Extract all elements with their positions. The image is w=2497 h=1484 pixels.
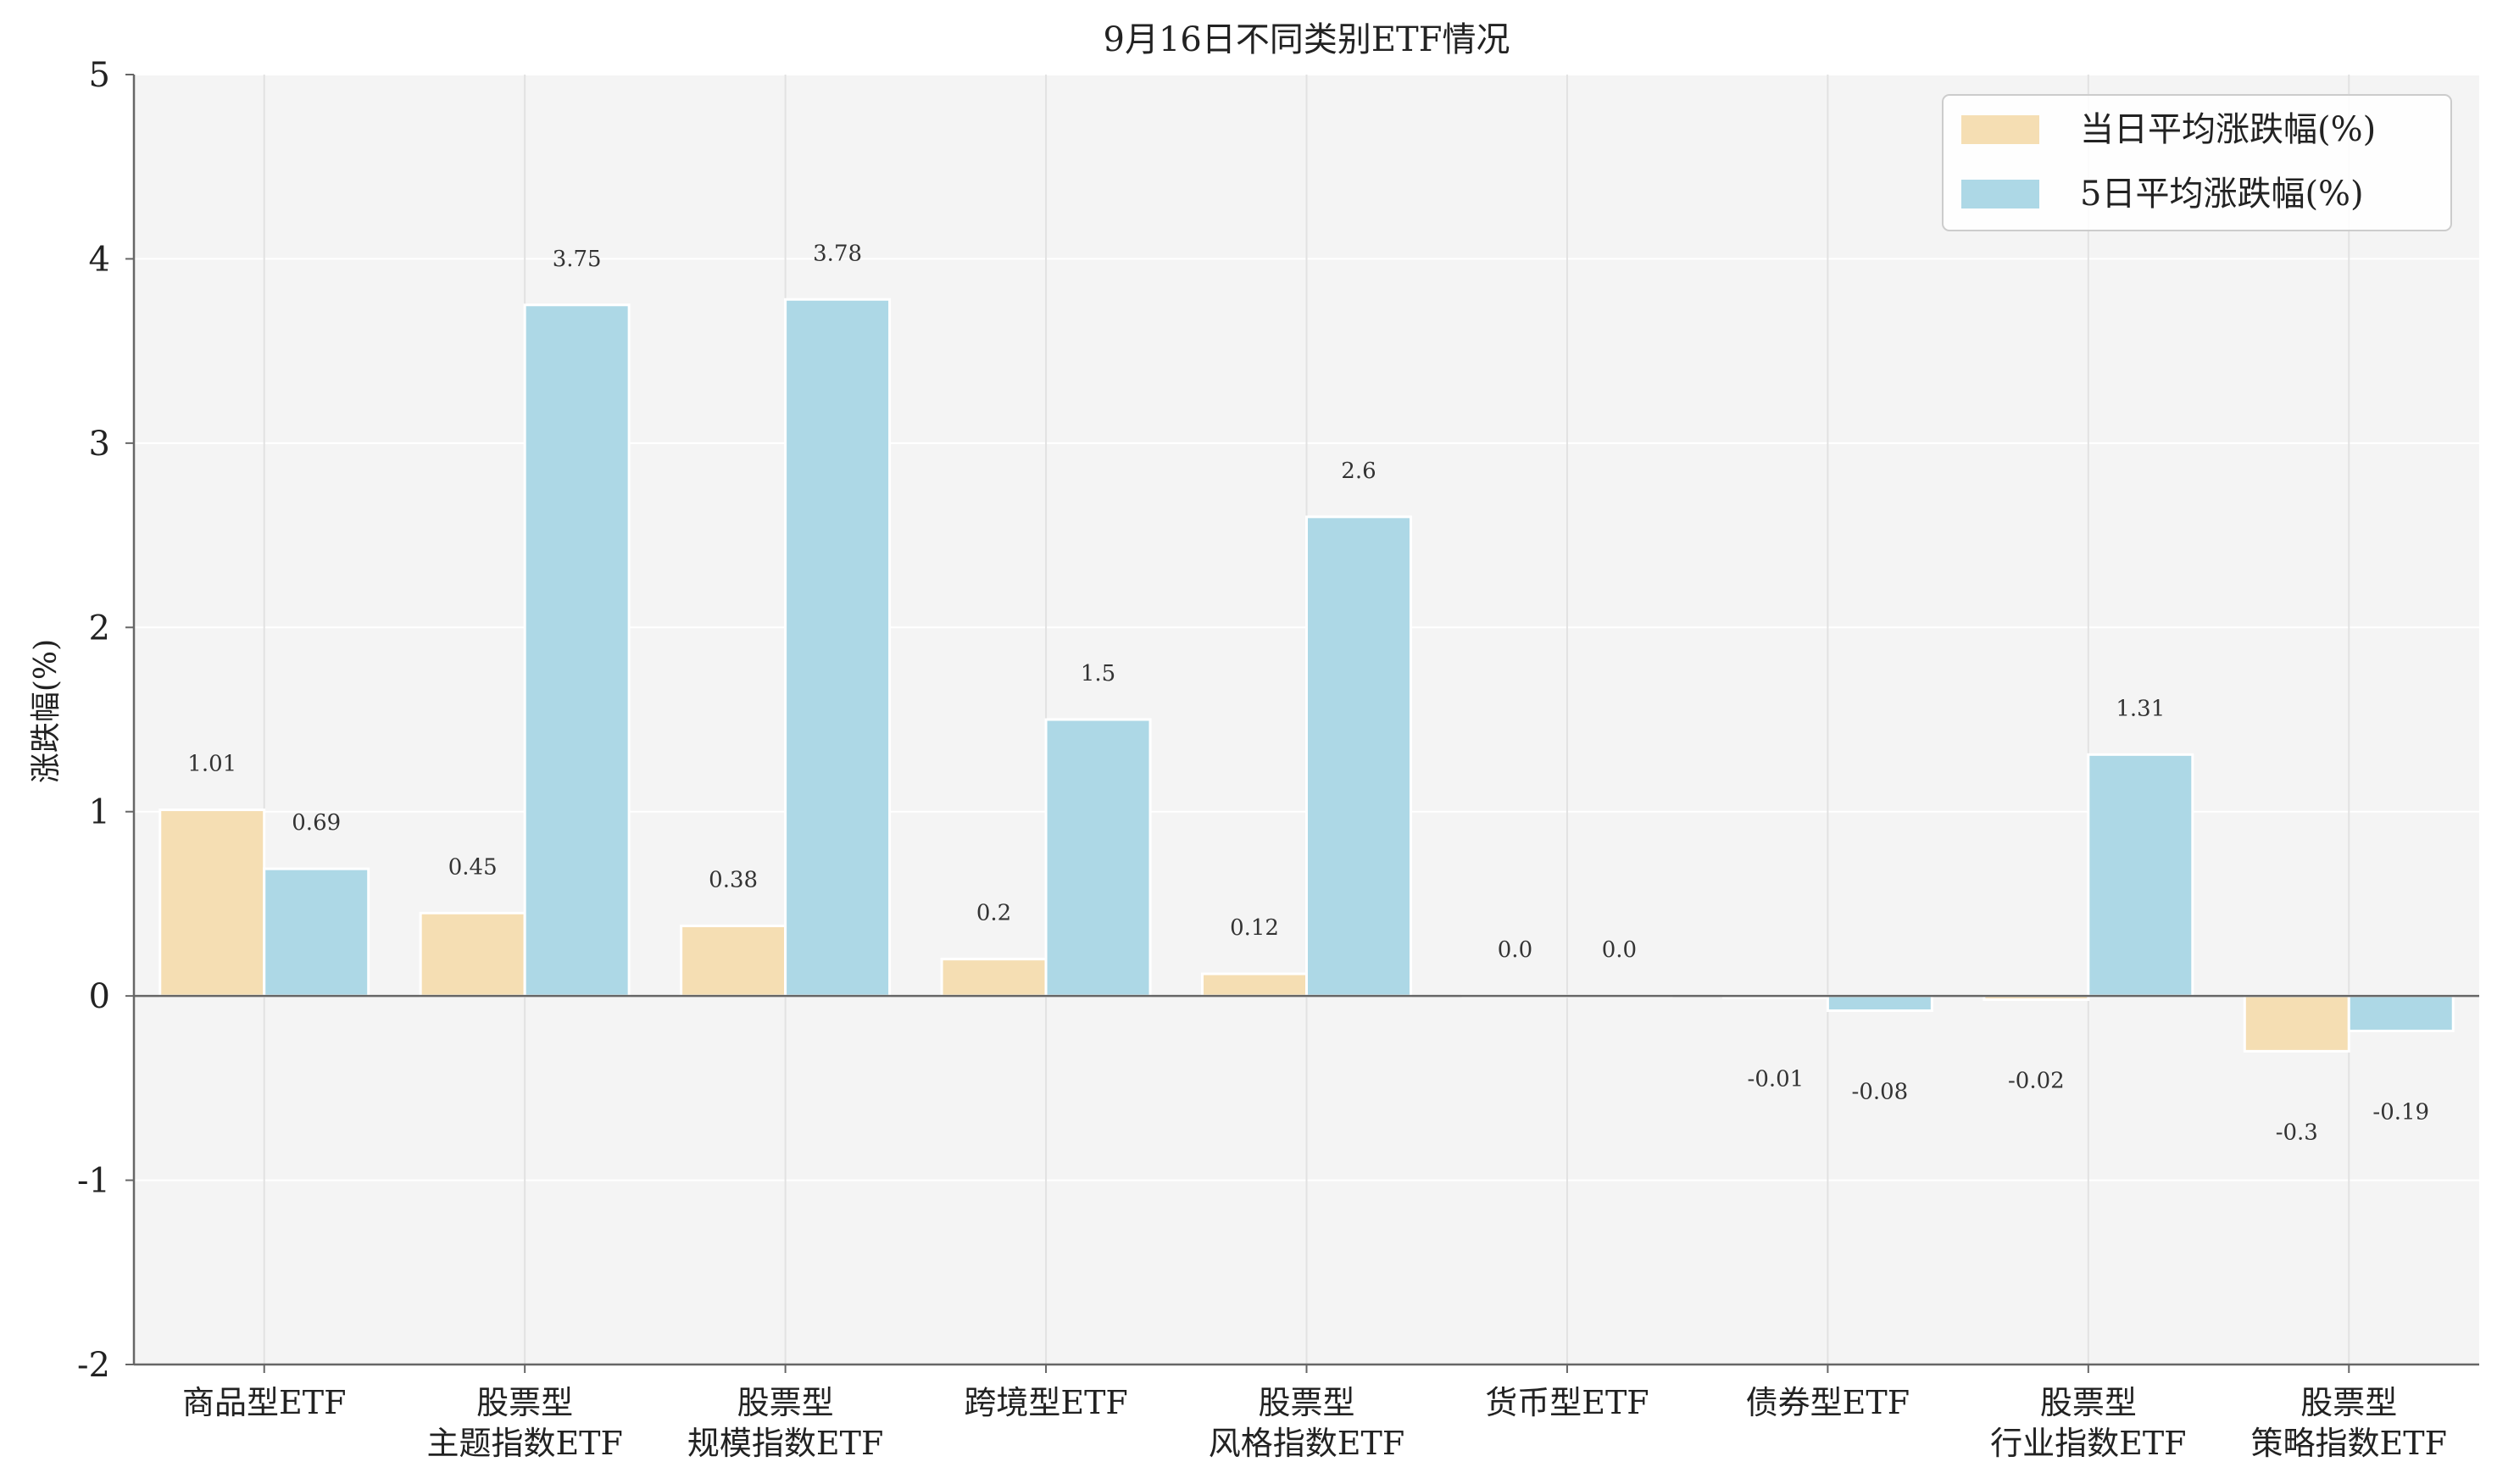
legend-label: 5日平均涨跌幅(%) [2080,175,2364,214]
x-tick-label-line: 股票型 [476,1384,573,1421]
data-label: 1.01 [187,752,236,777]
data-label: 0.12 [1230,915,1279,941]
x-tick-label-line: 策略指数ETF [2251,1425,2447,1462]
x-tick-label: 股票型策略指数ETF [2251,1384,2447,1462]
x-tick-label-line: 股票型 [2040,1384,2137,1421]
data-label: 2.6 [1341,459,1376,484]
x-tick-label-line: 规模指数ETF [687,1425,883,1462]
x-tick-label: 债券型ETF [1746,1384,1910,1421]
legend-box [1942,94,2452,231]
x-tick-label-line: 货币型ETF [1485,1384,1649,1421]
y-tick-label: 5 [89,56,110,95]
bar [2087,753,2194,998]
bar [263,867,370,998]
y-tick-label: 2 [89,609,110,648]
y-tick-label: -1 [77,1162,110,1201]
bar [2347,994,2455,1032]
data-label: 0.2 [976,901,1011,926]
data-label: 3.75 [553,247,602,272]
y-tick-label: 0 [89,977,110,1016]
x-tick-label-line: 风格指数ETF [1209,1425,1404,1462]
data-label: 1.31 [2116,696,2165,721]
x-tick-label-line: 债券型ETF [1746,1384,1910,1421]
data-label: -0.01 [1748,1066,1805,1092]
y-tick-label: 1 [89,793,110,832]
y-tick-label: 3 [89,425,110,464]
data-label: 0.38 [709,868,758,893]
legend-swatch [1961,115,2039,144]
x-tick-label: 股票型主题指数ETF [426,1384,622,1462]
x-tick-label-line: 跨境型ETF [964,1384,1127,1421]
x-tick-label: 跨境型ETF [964,1384,1127,1421]
bar [784,297,892,998]
x-tick-label: 货币型ETF [1485,1384,1649,1421]
x-tick-label: 股票型规模指数ETF [687,1384,883,1462]
bar [1826,994,1933,1013]
data-label: -0.02 [2008,1068,2065,1093]
chart-title: 9月16日不同类别ETF情况 [1104,20,1510,59]
bar [680,925,787,998]
legend-label: 当日平均涨跌幅(%) [2080,110,2376,149]
x-tick-label-line: 股票型 [2300,1384,2397,1421]
value-labels: 1.01 0.45 0.38 0.2 0.12 0.0 -0.01 -0.02 -0.3 0.69… [187,241,2429,1145]
y-tick-label: 4 [89,240,110,279]
data-label: -0.19 [2372,1099,2429,1125]
data-label: 3.78 [813,241,862,266]
bar [158,809,266,998]
x-tick-label-line: 行业指数ETF [1990,1425,2186,1462]
bar [1305,515,1412,998]
x-tick-label-line: 股票型 [1258,1384,1354,1421]
bar [1201,972,1308,998]
bar [940,958,1048,998]
data-label: 0.45 [448,854,498,880]
bars [158,297,2455,1053]
bar [523,303,631,998]
x-tick-label-line: 主题指数ETF [426,1425,622,1462]
x-tick-label: 商品型ETF [182,1384,346,1421]
x-tick-label: 股票型风格指数ETF [1209,1384,1404,1462]
x-tick-label: 股票型行业指数ETF [1990,1384,2186,1462]
bar [419,911,526,998]
data-label: 0.0 [1602,937,1637,963]
data-label: 1.5 [1081,661,1115,686]
data-label: 0.0 [1498,937,1532,963]
y-axis-label: 涨跌幅(%) [29,639,64,783]
y-tick-label: -2 [77,1346,110,1385]
data-label: 0.69 [292,810,341,836]
x-tick-label-line: 商品型ETF [182,1384,346,1421]
x-tick-label-line: 股票型 [737,1384,834,1421]
bar [1044,718,1152,998]
legend-swatch [1961,180,2039,208]
legend: 当日平均涨跌幅(%) 5日平均涨跌幅(%) [1942,94,2452,231]
data-label: -0.08 [1852,1080,1909,1105]
data-label: -0.3 [2276,1120,2318,1145]
bar [2243,994,2350,1053]
